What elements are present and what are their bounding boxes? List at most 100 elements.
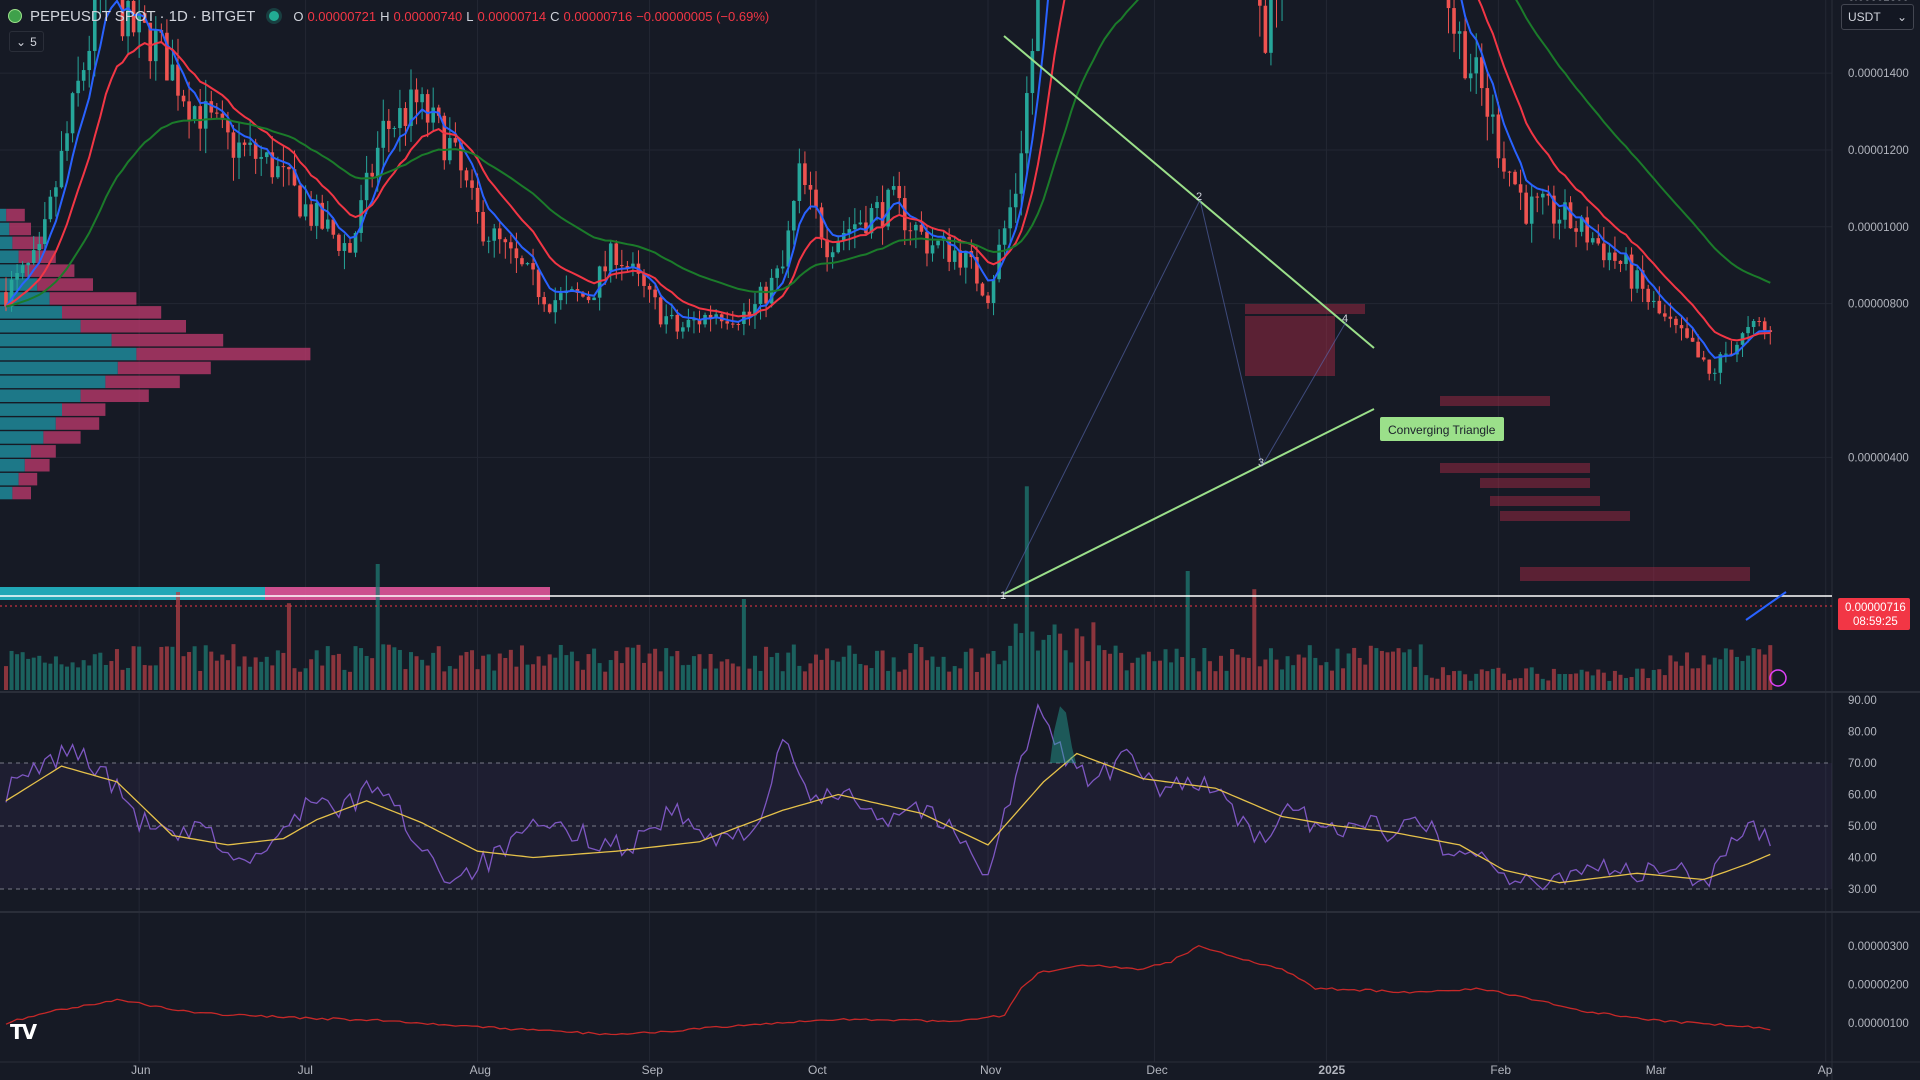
supply-zone [1490, 496, 1600, 506]
profile-bar-up [0, 486, 13, 500]
volume-bar [1368, 645, 1373, 690]
volume-bar [492, 670, 497, 690]
volume-bar [814, 654, 819, 690]
volume-bar [1318, 665, 1323, 690]
volume-bar [48, 663, 53, 690]
volume-bar [569, 651, 574, 690]
indicators-collapse-button[interactable]: ⌄ 5 [9, 31, 44, 52]
volume-bar [736, 666, 741, 690]
candle-body [81, 70, 86, 81]
currency-select[interactable]: USDT ⌄ [1841, 4, 1914, 30]
volume-bar [298, 671, 303, 690]
volume-bar [192, 646, 197, 690]
candle-body [891, 186, 896, 190]
candle-body [176, 64, 180, 96]
volume-bar [875, 650, 880, 690]
volume-bar [1085, 661, 1090, 690]
candle-body [1496, 114, 1501, 159]
volume-bar [1668, 655, 1673, 690]
price-axis[interactable]: 0.000036000.000034000.000032000.00003000… [1838, 0, 1910, 1030]
tradingview-logo-icon[interactable]: TV [10, 1020, 37, 1044]
candle-body [708, 314, 713, 319]
volume-bar [1296, 654, 1301, 690]
price-tick-label: 0.00001400 [1848, 68, 1909, 80]
candle-body [1452, 8, 1456, 34]
moving-averages [5, 0, 1771, 359]
volume-bar [980, 657, 985, 690]
candle-body [59, 150, 64, 188]
volume-bar [1202, 647, 1207, 690]
candle-body [1735, 344, 1739, 355]
candle-body [475, 187, 480, 212]
time-axis[interactable]: Jun Jul Aug Sep Oct Nov Dec 2025 Feb Mar Ap [0, 1061, 1920, 1077]
candle-body [1618, 260, 1623, 264]
candle-body [853, 224, 857, 230]
volume-bar [1596, 669, 1601, 690]
volume-bar [1063, 650, 1068, 690]
rsi-pane [0, 703, 1832, 891]
candle-body [1524, 192, 1528, 224]
profile-bar-down [12, 486, 31, 500]
candle-body [725, 321, 730, 324]
ma-slow-line [5, 0, 1771, 308]
candle-body [148, 22, 153, 62]
time-tick-label: Jun [131, 1063, 150, 1077]
candle-body [1757, 320, 1761, 322]
candle-body [1019, 153, 1024, 194]
profile-bar-up [0, 472, 19, 486]
volume-bar [519, 645, 524, 690]
profile-bar-down [62, 306, 162, 319]
profile-bar-up [0, 361, 118, 375]
volume-bar [214, 660, 219, 690]
candle-body [192, 106, 197, 121]
volume-bar [1685, 652, 1690, 690]
volume-bar [403, 669, 408, 690]
volume-bar [70, 662, 75, 690]
open-value: 0.00000721 [307, 8, 377, 24]
volume-bar [1679, 665, 1684, 690]
profile-bar-up [0, 278, 38, 291]
volume-bar [1246, 657, 1251, 690]
symbol-title[interactable]: PEPEUSDT SPOT · 1D · BITGET [30, 7, 256, 25]
volume-bar [314, 650, 319, 690]
volume-bar [680, 665, 685, 690]
volume-bar [1224, 670, 1229, 690]
candle-body [747, 311, 752, 316]
volume-bars [4, 486, 1773, 690]
candle-body [991, 279, 996, 304]
volume-bar [1524, 668, 1529, 690]
oscillator-line [5, 944, 1771, 1036]
volume-bar [1069, 662, 1074, 690]
volume-bar [486, 654, 491, 690]
profile-bar-down [80, 389, 149, 402]
volume-bar [542, 665, 547, 690]
volume-bar [1707, 664, 1712, 690]
candle-body [215, 112, 219, 114]
volume-bar [841, 656, 846, 690]
volume-bar [447, 666, 452, 690]
volume-bar [769, 657, 774, 690]
mini-trend-line [1745, 591, 1787, 621]
volume-bar [1435, 678, 1440, 690]
candle-body [936, 240, 940, 246]
low-label: L [466, 8, 474, 24]
candle-body [875, 202, 879, 209]
volume-bar [292, 668, 297, 690]
profile-bar-down [31, 445, 56, 458]
volume-bar [1074, 628, 1079, 690]
time-tick-label: Ap [1818, 1063, 1833, 1077]
candle-body [1635, 270, 1639, 289]
volume-bar [259, 661, 264, 690]
volume-bar [331, 655, 336, 690]
volume-bar [1191, 658, 1196, 690]
volume-bar [514, 666, 519, 690]
candle-body [736, 323, 741, 325]
volume-bar [725, 659, 730, 690]
volume-bar [1379, 650, 1384, 690]
candle-body [153, 30, 158, 62]
candle-body [847, 229, 852, 233]
volume-bar [1313, 657, 1318, 690]
candle-body [586, 296, 591, 301]
